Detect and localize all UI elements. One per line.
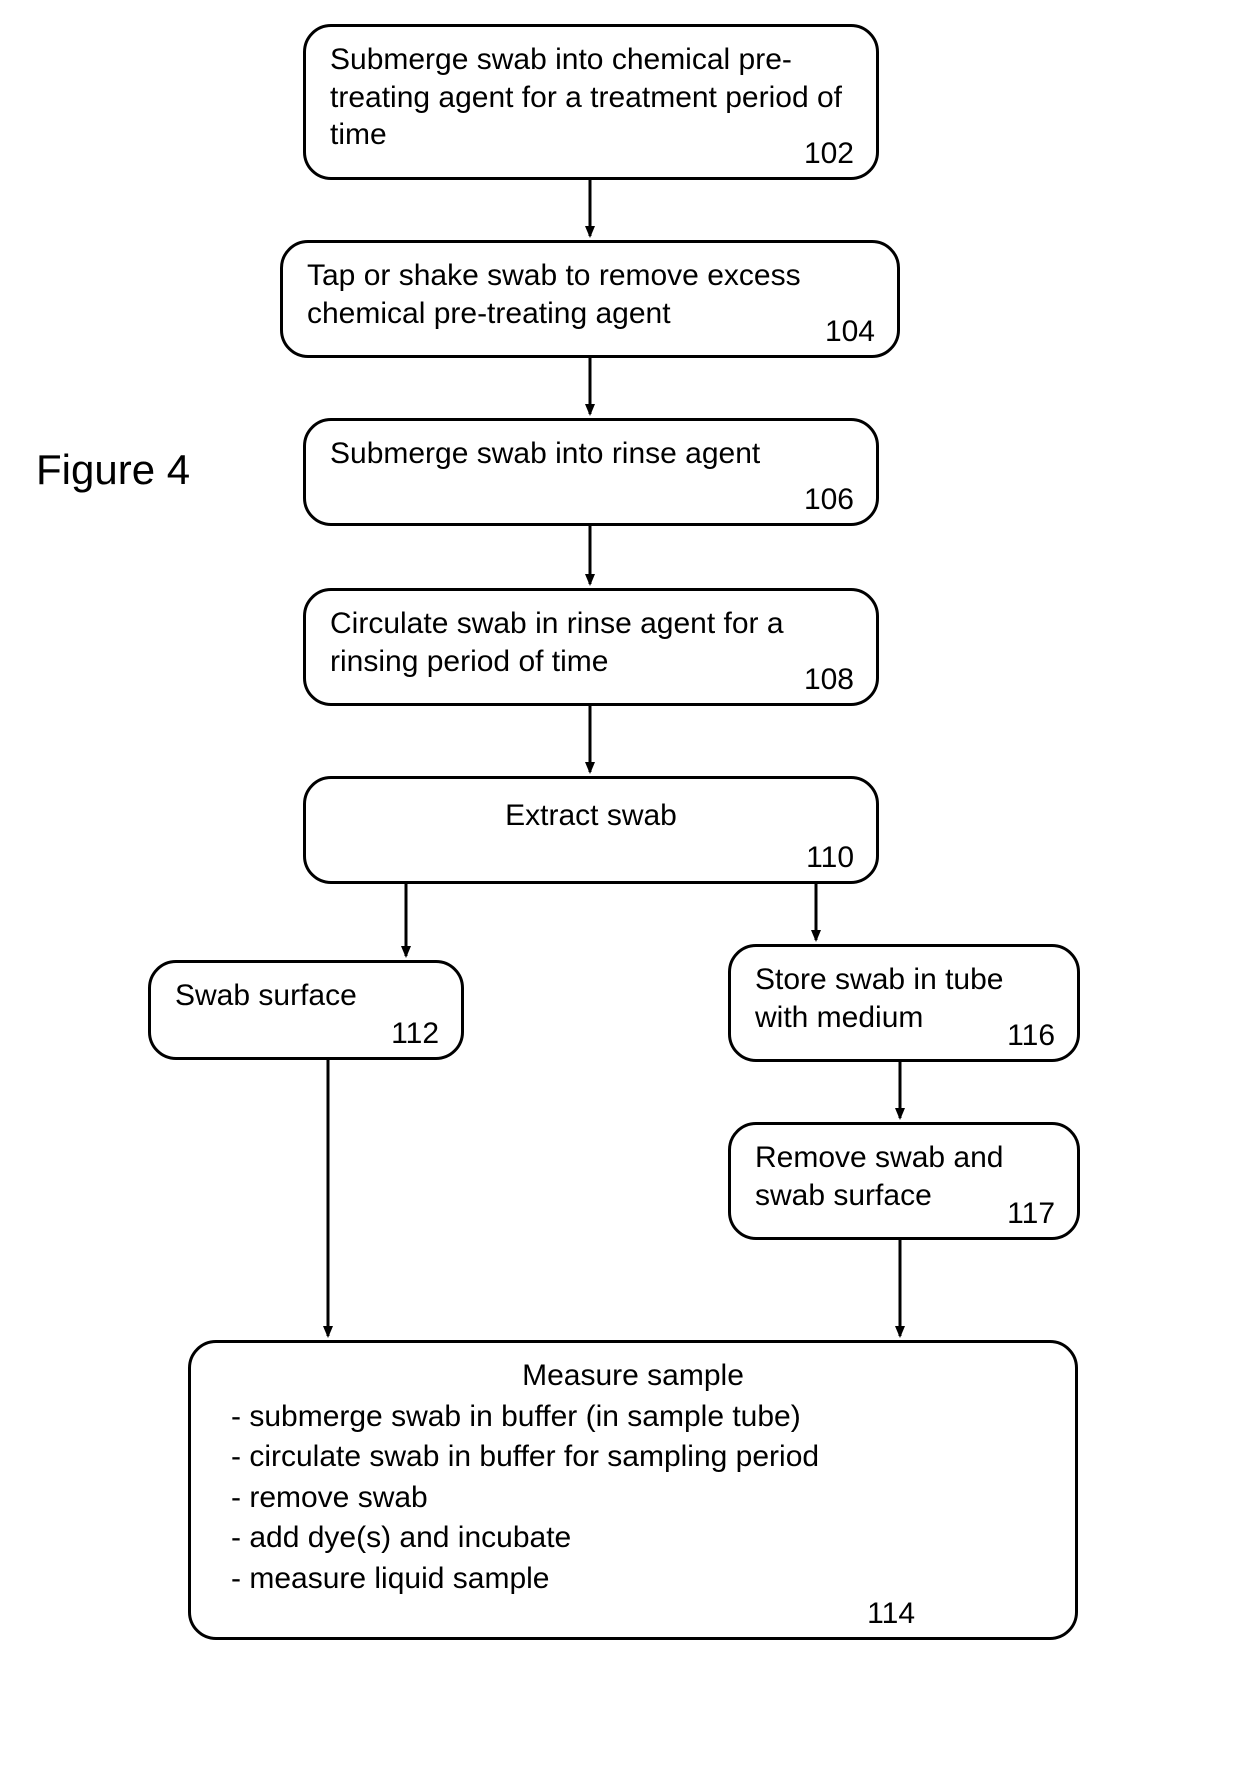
node-number: 114 <box>867 1597 915 1631</box>
figure-label-text: Figure 4 <box>36 446 190 493</box>
flowchart-node-116: Store swab in tube with medium 116 <box>728 944 1080 1062</box>
bullet-item: - circulate swab in buffer for sampling … <box>231 1437 1051 1478</box>
node-number: 102 <box>804 137 854 171</box>
bullet-text: measure liquid sample <box>249 1562 549 1595</box>
node-number: 110 <box>806 841 854 875</box>
flowchart-node-102: Submerge swab into chemical pre-treating… <box>303 24 879 180</box>
flowchart-node-117: Remove swab and swab surface 117 <box>728 1122 1080 1240</box>
bullet-item: - add dye(s) and incubate <box>231 1518 1051 1559</box>
node-text: Submerge swab into rinse agent <box>306 421 876 479</box>
flowchart-canvas: Figure 4 Submerge swab into chemical pre… <box>0 0 1240 1767</box>
flowchart-node-104: Tap or shake swab to remove excess chemi… <box>280 240 900 358</box>
node-text: Circulate swab in rinse agent for a rins… <box>306 591 876 686</box>
node-title: Measure sample <box>191 1343 1075 1397</box>
flowchart-node-114: Measure sample - submerge swab in buffer… <box>188 1340 1078 1640</box>
flowchart-node-108: Circulate swab in rinse agent for a rins… <box>303 588 879 706</box>
bullet-text: add dye(s) and incubate <box>249 1521 571 1554</box>
node-text: Submerge swab into chemical pre-treating… <box>306 27 876 160</box>
flowchart-node-106: Submerge swab into rinse agent 106 <box>303 418 879 526</box>
node-number: 106 <box>804 483 854 517</box>
flowchart-node-110: Extract swab 110 <box>303 776 879 884</box>
bullet-item: - measure liquid sample <box>231 1559 1051 1600</box>
node-bullets: - submerge swab in buffer (in sample tub… <box>191 1397 1075 1606</box>
figure-label: Figure 4 <box>36 446 190 494</box>
bullet-text: submerge swab in buffer (in sample tube) <box>249 1400 800 1433</box>
node-number: 104 <box>825 315 875 349</box>
node-number: 116 <box>1007 1019 1055 1053</box>
node-number: 112 <box>391 1017 439 1051</box>
node-text: Tap or shake swab to remove excess chemi… <box>283 243 897 338</box>
bullet-text: remove swab <box>249 1481 427 1514</box>
bullet-text: circulate swab in buffer for sampling pe… <box>249 1440 819 1473</box>
node-number: 108 <box>804 663 854 697</box>
bullet-item: - remove swab <box>231 1478 1051 1519</box>
flowchart-node-112: Swab surface 112 <box>148 960 464 1060</box>
node-text: Swab surface <box>151 963 461 1021</box>
node-text: Extract swab <box>306 779 876 841</box>
node-number: 117 <box>1007 1197 1055 1231</box>
bullet-item: - submerge swab in buffer (in sample tub… <box>231 1397 1051 1438</box>
